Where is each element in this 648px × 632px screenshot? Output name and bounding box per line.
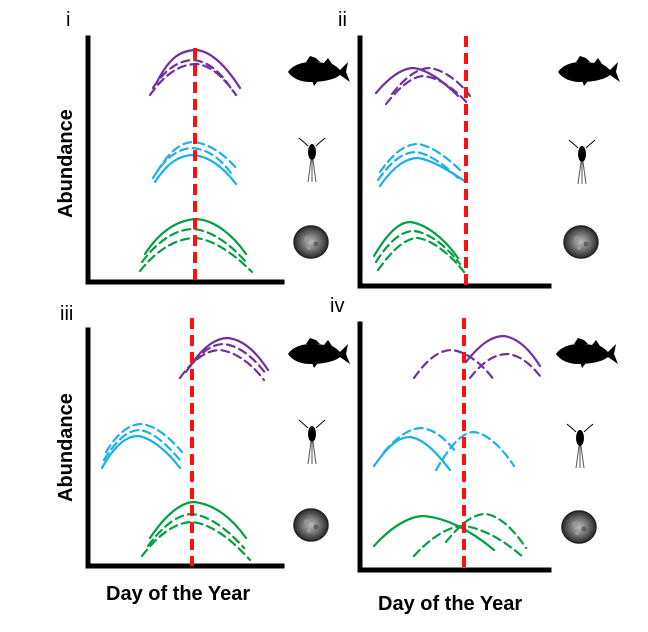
panel-iv-phytoplankton-curve (372, 514, 496, 552)
panel-i-zooplankton-curve-dashed (155, 140, 240, 174)
copepod-icon (568, 139, 596, 185)
panel-label-iv: iv (330, 295, 344, 317)
phytoplankton-cell-icon (293, 225, 329, 259)
panel-iii-zooplankton-curve-dashed (104, 422, 184, 454)
panel-i-zooplankton-curve-dashed (151, 146, 235, 180)
panel-ii-phytoplankton-curve (372, 220, 460, 260)
x-axis-label-left: Day of the Year (106, 583, 250, 605)
panel-iii-zooplankton-curve-dashed (102, 428, 182, 462)
y-axis-label-bottom: Abundance (55, 393, 77, 502)
panel-iv-fish-curve-dashed (468, 352, 542, 380)
panel-iii-phytoplankton-curve (148, 500, 248, 540)
panel-ii-zooplankton-curve-dashed (376, 150, 462, 182)
panel-iii-zooplankton-curve (100, 434, 182, 470)
panel-i-fish-curve-dashed (151, 58, 234, 92)
copepod-icon (298, 137, 326, 183)
panel-ii-phytoplankton-curve-dashed (376, 236, 466, 274)
panel-ii-zooplankton-curve-dashed (378, 142, 464, 174)
phytoplankton-cell-icon (563, 225, 599, 259)
panel-ii-zooplankton-curve (378, 156, 468, 188)
panel-iii-axes (85, 327, 285, 569)
phytoplankton-cell-icon (293, 508, 329, 542)
panel-ii-axes (357, 35, 552, 289)
panel-label-i: i (66, 9, 70, 31)
panel-iii-phytoplankton-curve-dashed (140, 520, 252, 562)
panel-iii-fish-curve-dashed (184, 342, 268, 376)
panel-i: i (66, 9, 350, 285)
panel-iv-fish-curve (464, 334, 542, 368)
panel-iii: iii (60, 303, 350, 569)
panel-iv-axes (357, 321, 552, 573)
panel-i-phytoplankton-curve-dashed (140, 227, 248, 264)
panel-ii-fish-curve-dashed (390, 66, 472, 98)
panel-ii: ii (338, 9, 620, 289)
fish-icon (288, 338, 350, 368)
panel-i-axes (85, 35, 285, 285)
phytoplankton-cell-icon (561, 510, 597, 544)
fish-icon (556, 338, 618, 368)
panel-ii-fish-curve-dashed (384, 74, 470, 106)
x-axis-label-right: Day of the Year (378, 593, 522, 615)
panel-iv-fish-curve-dashed (412, 348, 496, 382)
panel-ii-phytoplankton-curve-dashed (374, 229, 462, 266)
panel-iv-zooplankton-curve-dashed (382, 426, 458, 454)
panel-label-ii: ii (338, 9, 347, 31)
panel-iv-phytoplankton-curve-dashed (444, 512, 528, 550)
panel-iv-zooplankton-curve-dashed (434, 430, 516, 472)
panel-iii-fish-curve (188, 336, 270, 372)
copepod-icon (566, 423, 594, 469)
panel-iv: iv (330, 295, 618, 573)
fish-icon (288, 56, 350, 86)
y-axis-label-top: Abundance (55, 109, 77, 218)
fish-icon (558, 56, 620, 86)
panel-iii-fish-curve-dashed (178, 348, 266, 382)
panel-label-iii: iii (60, 303, 73, 325)
copepod-icon (298, 419, 326, 465)
